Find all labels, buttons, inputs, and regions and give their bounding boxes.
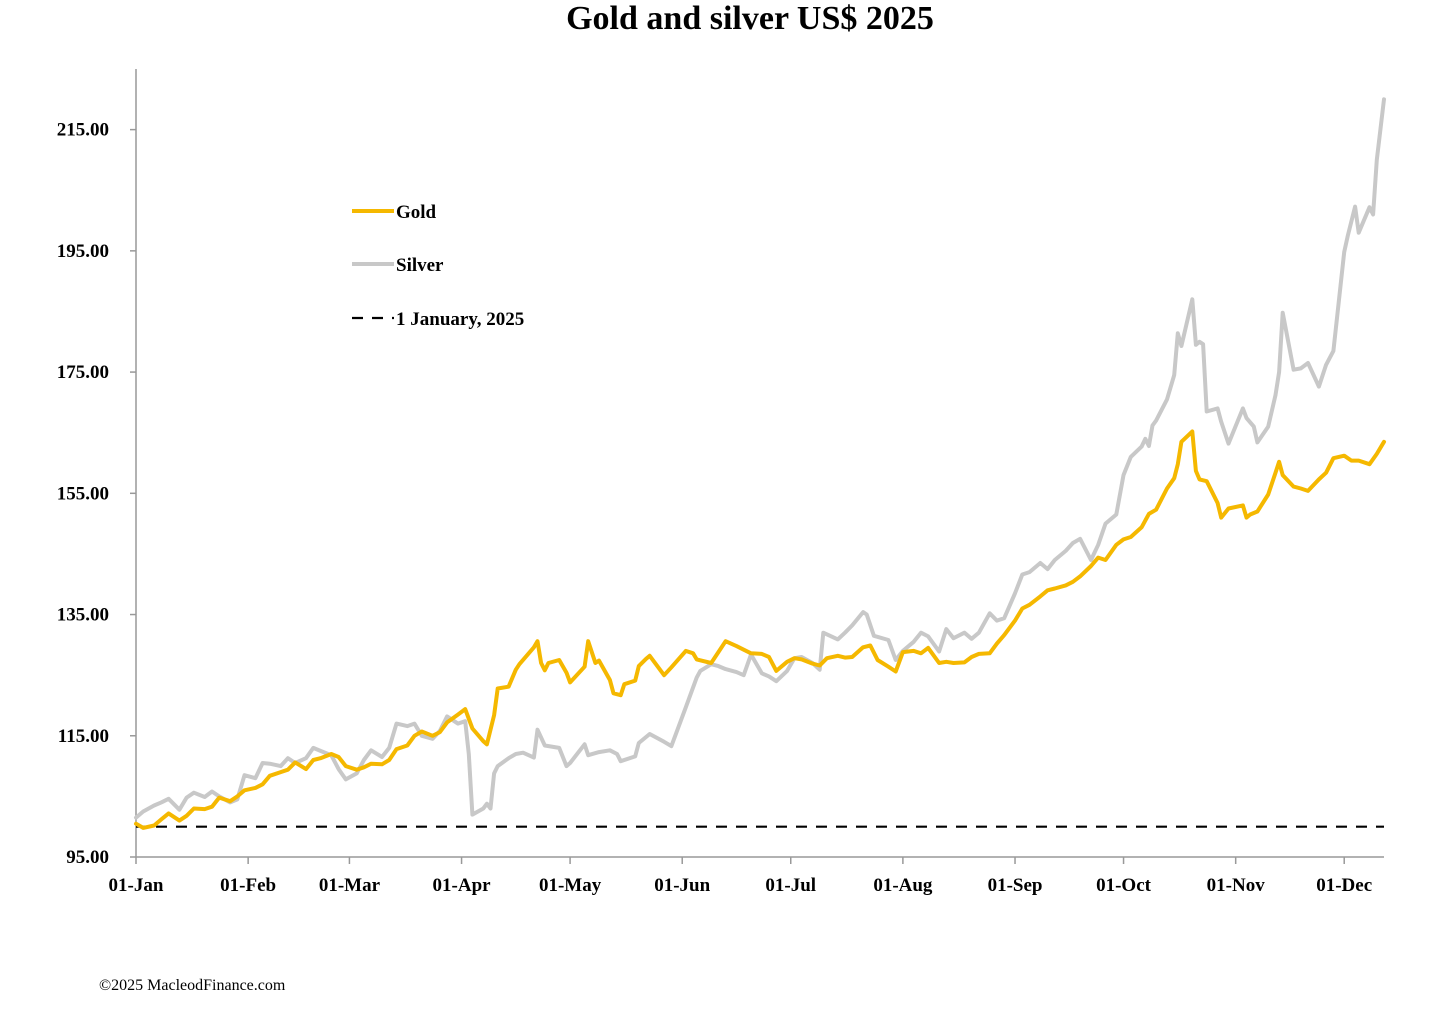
x-tick-label: 01-Apr (433, 875, 492, 896)
y-tick-label: 175.00 (57, 362, 109, 383)
legend-label-1-january-2025: 1 January, 2025 (396, 309, 524, 330)
x-ticks: 01-Jan 01-Feb 01-Mar 01-Apr 01-May 01-Jun 01-J… (109, 857, 1372, 896)
x-tick-label: 01-Jun (654, 875, 710, 896)
y-tick-label: 135.00 (57, 605, 109, 626)
legend: Gold Silver 1 January, 2025 (352, 202, 524, 330)
x-tick-label: 01-Jul (765, 875, 816, 896)
legend-label-silver: Silver (396, 255, 444, 276)
x-tick-label: 01-May (539, 875, 602, 896)
y-tick-label: 215.00 (57, 120, 109, 141)
series-layer (134, 97, 1386, 830)
y-tick-label: 195.00 (57, 241, 109, 262)
x-tick-label: 01-Sep (988, 875, 1043, 896)
y-tick-label: 155.00 (57, 483, 109, 504)
x-tick-label: 01-Aug (873, 875, 933, 896)
x-tick-label: 01-Mar (319, 875, 381, 896)
y-tick-label: 115.00 (58, 726, 109, 747)
plot-area: 95.00 115.00 135.00 155.00 175.00 195.00 215.0… (57, 69, 1386, 896)
y-tick-label: 95.00 (66, 847, 109, 868)
x-tick-label: 01-Feb (220, 875, 276, 896)
gold-series-line (134, 429, 1386, 830)
copyright-credit: ©2025 MacleodFinance.com (99, 977, 286, 994)
x-tick-label: 01-Jan (109, 875, 164, 896)
x-tick-label: 01-Oct (1096, 875, 1152, 896)
chart-title: Gold and silver US$ 2025 (566, 0, 934, 37)
x-tick-label: 01-Nov (1207, 875, 1266, 896)
x-tick-label: 01-Dec (1316, 875, 1372, 896)
legend-label-gold: Gold (396, 202, 437, 223)
silver-series-line (134, 97, 1386, 820)
y-ticks: 95.00 115.00 135.00 155.00 175.00 195.00 215.0… (57, 120, 136, 868)
